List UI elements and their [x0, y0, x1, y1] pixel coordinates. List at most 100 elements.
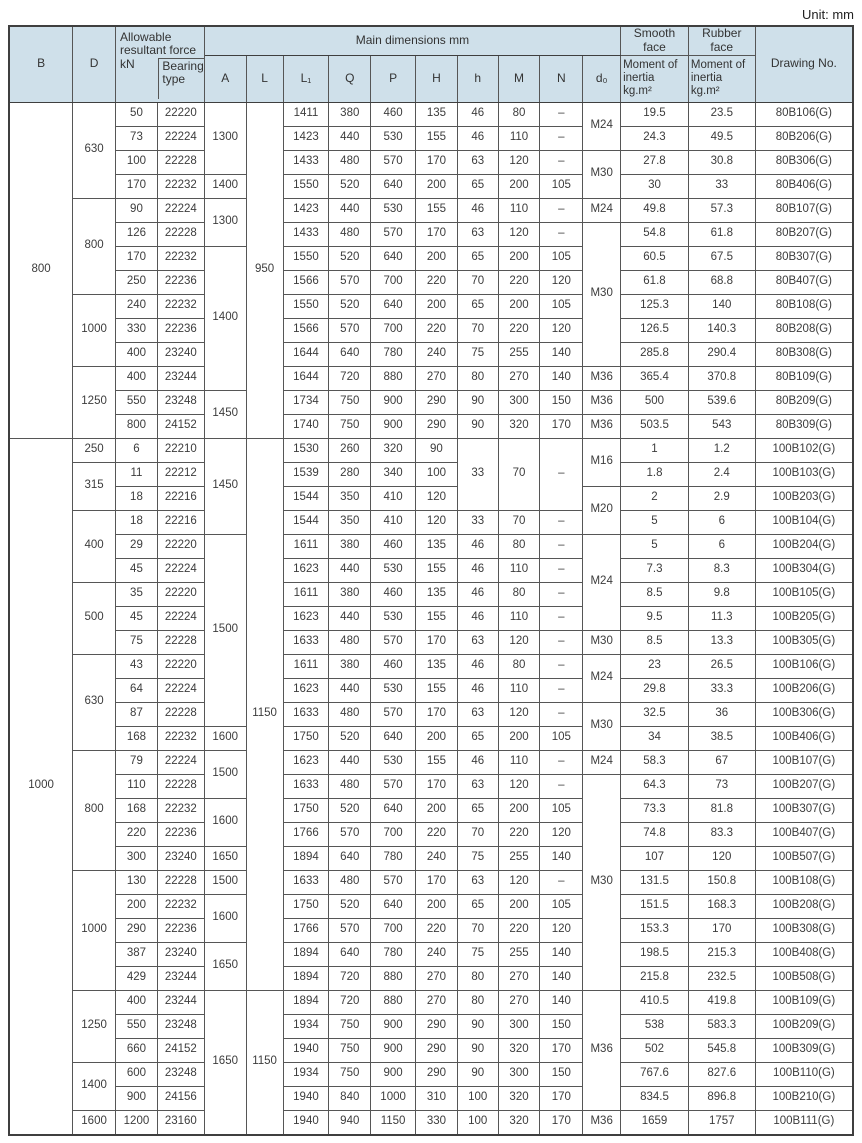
table-header: B D Allowable resultant force kN Bearing…	[8, 25, 854, 103]
table-cell: 170	[415, 701, 458, 727]
table-cell: 32.5	[620, 701, 689, 727]
table-cell: 380	[328, 581, 372, 607]
table-cell: 110	[497, 125, 541, 151]
column-header-rubber-face: Rubber face	[687, 25, 756, 56]
table-cell: 200	[497, 293, 541, 319]
table-cell: 23240	[156, 941, 205, 967]
table-cell: 100B111(G)	[754, 1109, 854, 1136]
table-cell: 80B307(G)	[754, 245, 854, 271]
table-cell: 1500	[203, 749, 247, 799]
column-header-rubber-moment-of-inertia: Moment of inertia kg.m²	[687, 54, 756, 103]
table-cell: 502	[620, 1037, 689, 1063]
table-cell: 834.5	[620, 1085, 689, 1111]
table-cell: –	[539, 125, 584, 151]
table-cell: 22232	[156, 245, 205, 271]
table-cell: 1766	[282, 821, 330, 847]
table-cell: 1150	[245, 437, 284, 991]
table-cell: 65	[456, 725, 499, 751]
table-cell: 900	[370, 1037, 417, 1063]
table-cell: 22228	[156, 629, 205, 655]
table-cell: 80B207(G)	[754, 221, 854, 247]
table-cell: 260	[328, 437, 372, 463]
table-cell: 700	[370, 917, 417, 943]
table-cell: 310	[415, 1085, 458, 1111]
table-cell: 530	[370, 197, 417, 223]
table-cell: 22224	[156, 557, 205, 583]
table-cell: 750	[328, 389, 372, 415]
table-cell: 1550	[282, 245, 330, 271]
table-cell: M20	[582, 485, 622, 535]
table-cell: 365.4	[620, 365, 689, 391]
table-row: 400 23240 1644 640 780 240 75 255 140 285.8 290.4 8…	[9, 341, 854, 367]
table-cell: 49.8	[620, 197, 689, 223]
table-cell: 110	[497, 557, 541, 583]
table-row: 170 22232 1400 1550 520 640 200 65 200 105 30 33 80B…	[9, 173, 854, 199]
table-cell: 168.3	[687, 893, 756, 919]
table-row: 170 22232 1400 1550 520 640 200 65 200 105 60.5 67.…	[9, 245, 854, 391]
table-cell: 75	[456, 941, 499, 967]
table-cell: –	[539, 101, 584, 127]
table-cell: M36	[582, 389, 622, 415]
table-cell: –	[539, 437, 584, 511]
table-cell: –	[539, 149, 584, 175]
table-row: 110 22228 1633 480 570 170 63 120– M30 64.3 73 100B…	[9, 773, 854, 991]
table-cell: 350	[328, 509, 372, 535]
table-cell: 80B308(G)	[754, 341, 854, 367]
table-cell: 1150	[245, 989, 284, 1136]
table-cell: 1734	[282, 389, 330, 415]
table-cell: 200	[115, 893, 158, 919]
table-cell: 640	[370, 725, 417, 751]
table-cell: 440	[328, 557, 372, 583]
table-cell: M24	[582, 101, 622, 151]
table-cell: 570	[370, 629, 417, 655]
table-cell: 200	[497, 893, 541, 919]
table-cell: 60.5	[620, 245, 689, 271]
table-cell: 22224	[156, 197, 205, 223]
table-cell: 18	[115, 509, 158, 535]
table-cell: 440	[328, 197, 372, 223]
table-row: 220 22236 1766 570 700 220 70 220 120 74.8 83.3 100…	[9, 821, 854, 847]
table-cell: 120	[539, 317, 584, 343]
table-cell: 23240	[156, 341, 205, 367]
table-cell: 583.3	[687, 1013, 756, 1039]
column-header-l1: L₁	[282, 54, 330, 103]
table-row: 1400 600 23248 1934 750 900 290 90 300 150 767.6 82…	[9, 1061, 854, 1111]
table-cell: 480	[328, 629, 372, 655]
table-cell: 200	[497, 245, 541, 271]
table-row: 87 22228 1633 480 570 170 63 120– M30 32.5 36 100B3…	[9, 701, 854, 751]
table-cell: –	[539, 581, 584, 607]
table-cell: 155	[415, 197, 458, 223]
table-cell: 46	[456, 653, 499, 679]
table-cell: M30	[582, 629, 622, 655]
table-cell: 24152	[156, 1037, 205, 1063]
table-cell: 1650	[203, 989, 247, 1136]
table-cell: 100B305(G)	[754, 629, 854, 655]
table-cell: 100B306(G)	[754, 701, 854, 727]
table-cell: 22232	[156, 893, 205, 919]
table-cell: 65	[456, 245, 499, 271]
table-cell: 38.5	[687, 725, 756, 751]
table-cell: 1433	[282, 221, 330, 247]
table-cell: 120	[497, 773, 541, 799]
table-cell: 170	[415, 629, 458, 655]
table-cell: 100B206(G)	[754, 677, 854, 703]
table-cell: M30	[582, 701, 622, 751]
table-cell: –	[539, 773, 584, 799]
table-cell: 1000	[72, 293, 117, 367]
table-cell: 120	[497, 629, 541, 655]
table-cell: 120	[415, 509, 458, 535]
table-cell: 155	[415, 557, 458, 583]
table-cell: 640	[328, 941, 372, 967]
table-cell: 460	[370, 581, 417, 607]
table-cell: 110	[497, 749, 541, 775]
table-cell: 61.8	[620, 269, 689, 295]
table-cell: M36	[582, 413, 622, 439]
table-cell: 900	[370, 1013, 417, 1039]
table-cell: 440	[328, 125, 372, 151]
table-cell: 520	[328, 725, 372, 751]
table-cell: 570	[370, 149, 417, 175]
table-cell: 1633	[282, 701, 330, 727]
table-cell: 35	[115, 581, 158, 607]
table-cell: 1766	[282, 917, 330, 943]
table-cell: 170	[415, 773, 458, 799]
